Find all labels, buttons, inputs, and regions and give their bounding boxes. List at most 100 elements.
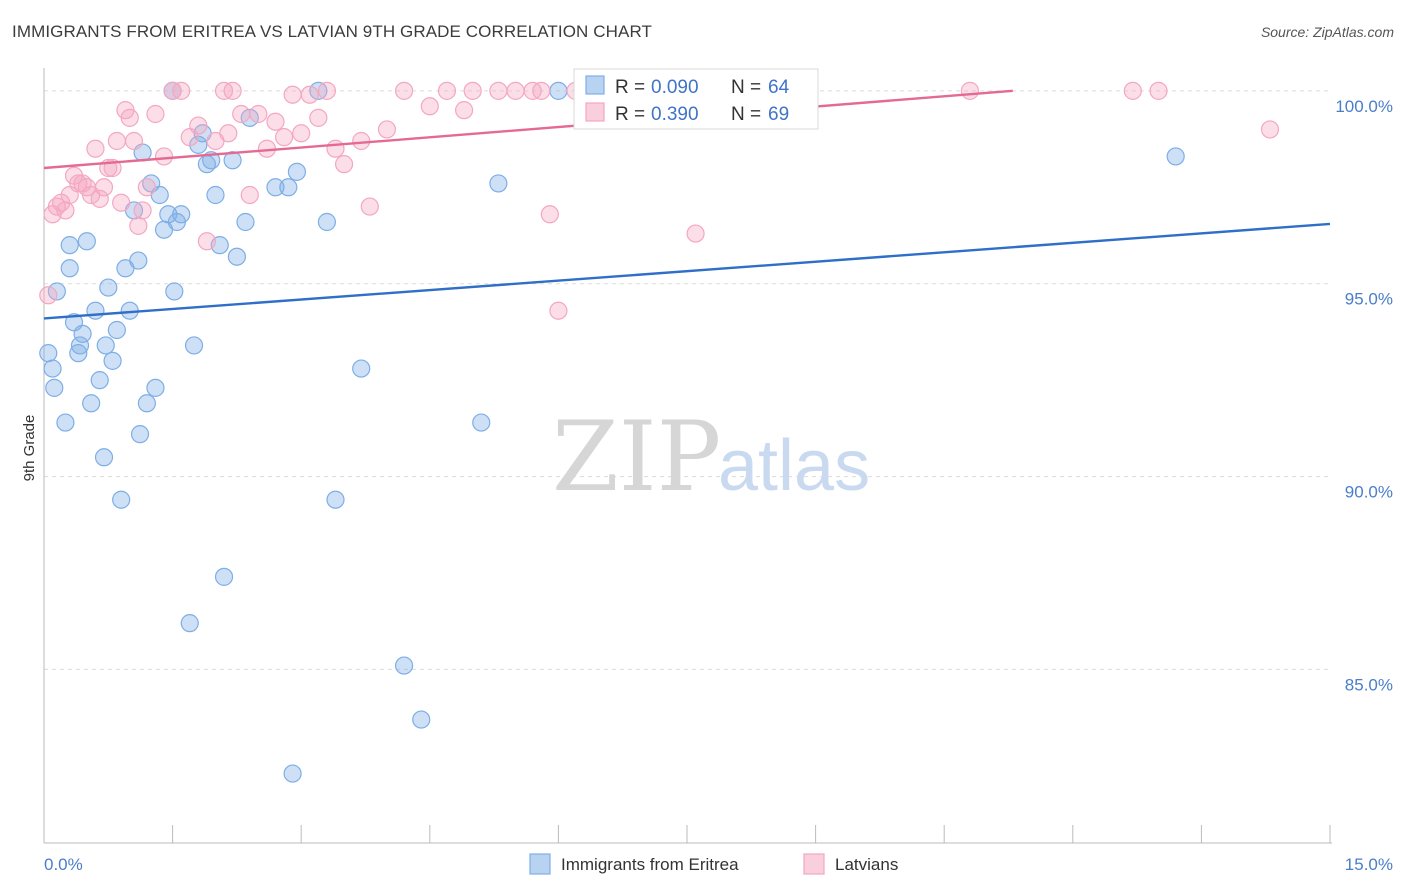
series-1-point	[112, 193, 131, 212]
series-1-point	[94, 178, 114, 197]
bottom-legend-label: Immigrants from Eritrea	[561, 855, 739, 874]
series-0-point	[472, 413, 491, 432]
series-0-point	[180, 614, 199, 633]
series-0-point	[549, 81, 568, 100]
series-0-point	[172, 205, 191, 224]
series-1-point	[463, 81, 482, 100]
series-0-point	[206, 185, 225, 205]
legend-r-value: 0.090	[651, 77, 699, 98]
series-1-point	[352, 131, 371, 151]
y-tick-label: 100.0%	[1335, 97, 1393, 116]
series-0-point	[70, 336, 90, 355]
legend-r-label: R =	[615, 77, 645, 98]
series-0-point	[82, 394, 101, 413]
series-1-point	[540, 205, 559, 224]
y-tick-label: 95.0%	[1345, 290, 1393, 309]
chart-title: IMMIGRANTS FROM ERITREA VS LATVIAN 9TH G…	[12, 22, 652, 41]
series-1-point	[394, 81, 414, 100]
gridlines	[44, 90, 1330, 670]
series-1-point	[56, 201, 75, 220]
series-0-point	[352, 359, 371, 378]
series-1-point	[266, 112, 285, 131]
legend-n-value: 69	[768, 104, 789, 125]
y-tick-label: 90.0%	[1345, 483, 1393, 502]
series-0-point	[60, 259, 79, 278]
series-1-point	[549, 301, 568, 320]
series-0-point	[90, 371, 109, 390]
series-0-point	[129, 251, 148, 270]
series-1-point	[506, 81, 525, 100]
series-1-point	[129, 216, 148, 235]
series-1-point	[334, 155, 354, 174]
watermark-atlas-text: atlas	[718, 426, 870, 506]
series-1-point	[172, 81, 191, 100]
x-tick-label-right: 15.0%	[1345, 855, 1393, 874]
series-0-point	[317, 212, 337, 232]
series-0-point	[56, 413, 75, 432]
series-1-point	[1149, 81, 1168, 100]
series-1-point	[437, 81, 457, 100]
series-1-point	[317, 81, 337, 100]
series-1-point	[960, 81, 980, 100]
series-0-point	[283, 764, 302, 783]
legend-n-label: N =	[731, 104, 761, 125]
legend-box	[573, 68, 819, 130]
series-1-trend-line	[43, 89, 1013, 170]
series-0-point	[47, 282, 66, 301]
series-1-point	[197, 232, 216, 251]
series-1-point	[240, 185, 259, 205]
series-1-point	[274, 128, 294, 147]
chart-source: Source: ZipAtlas.com	[1260, 24, 1394, 40]
series-0-point	[45, 378, 64, 397]
legend-swatch	[585, 102, 605, 122]
watermark-zip-text: ZIP	[552, 401, 721, 513]
series-0-point	[489, 174, 508, 193]
series-0-point	[240, 108, 259, 127]
legend-n-label: N =	[731, 77, 761, 98]
axes	[43, 68, 1332, 844]
bottom-legend: Immigrants from Eritrea Latvians	[529, 853, 898, 875]
series-1-point	[292, 124, 311, 143]
series-0-point	[1166, 147, 1185, 166]
series-0-point	[287, 162, 307, 181]
series-0-point	[73, 324, 92, 343]
series-1-point	[86, 139, 105, 158]
series-1-point	[377, 120, 397, 139]
series-0-point	[130, 425, 150, 444]
bottom-legend-label: Latvians	[835, 855, 898, 874]
series-1-point	[454, 101, 474, 120]
series-0-point	[99, 278, 118, 297]
series-0-point	[326, 490, 345, 509]
series-1-point	[154, 147, 174, 166]
series-1-point	[137, 178, 156, 197]
series-1-point	[69, 174, 88, 193]
series-0-point	[165, 282, 184, 301]
y-axis-label: 9th Grade	[21, 415, 38, 482]
series-1-point	[219, 124, 238, 143]
series-1-point	[309, 108, 328, 127]
series-1-point	[420, 97, 439, 116]
legend-swatch	[585, 75, 605, 95]
series-1-point	[1123, 81, 1142, 100]
bottom-legend-swatch	[529, 853, 551, 875]
legend-n-value: 64	[768, 77, 790, 98]
series-0-point	[137, 394, 156, 413]
trend-lines	[43, 89, 1331, 320]
series-0-point	[279, 178, 298, 197]
series-1-point	[146, 104, 165, 124]
series-1-point	[283, 85, 302, 104]
series-1-point	[532, 81, 551, 100]
series-0-point	[86, 301, 105, 320]
series-1-point	[232, 104, 251, 124]
series-0-point	[146, 378, 165, 397]
series-1-point	[249, 104, 268, 124]
series-1-point	[300, 85, 319, 104]
series-1-point	[189, 116, 208, 135]
series-1-point	[360, 197, 379, 216]
series-0-point	[60, 236, 79, 255]
series-0-point	[236, 212, 255, 232]
series-0-point	[394, 656, 414, 675]
series-0-point	[184, 336, 204, 355]
